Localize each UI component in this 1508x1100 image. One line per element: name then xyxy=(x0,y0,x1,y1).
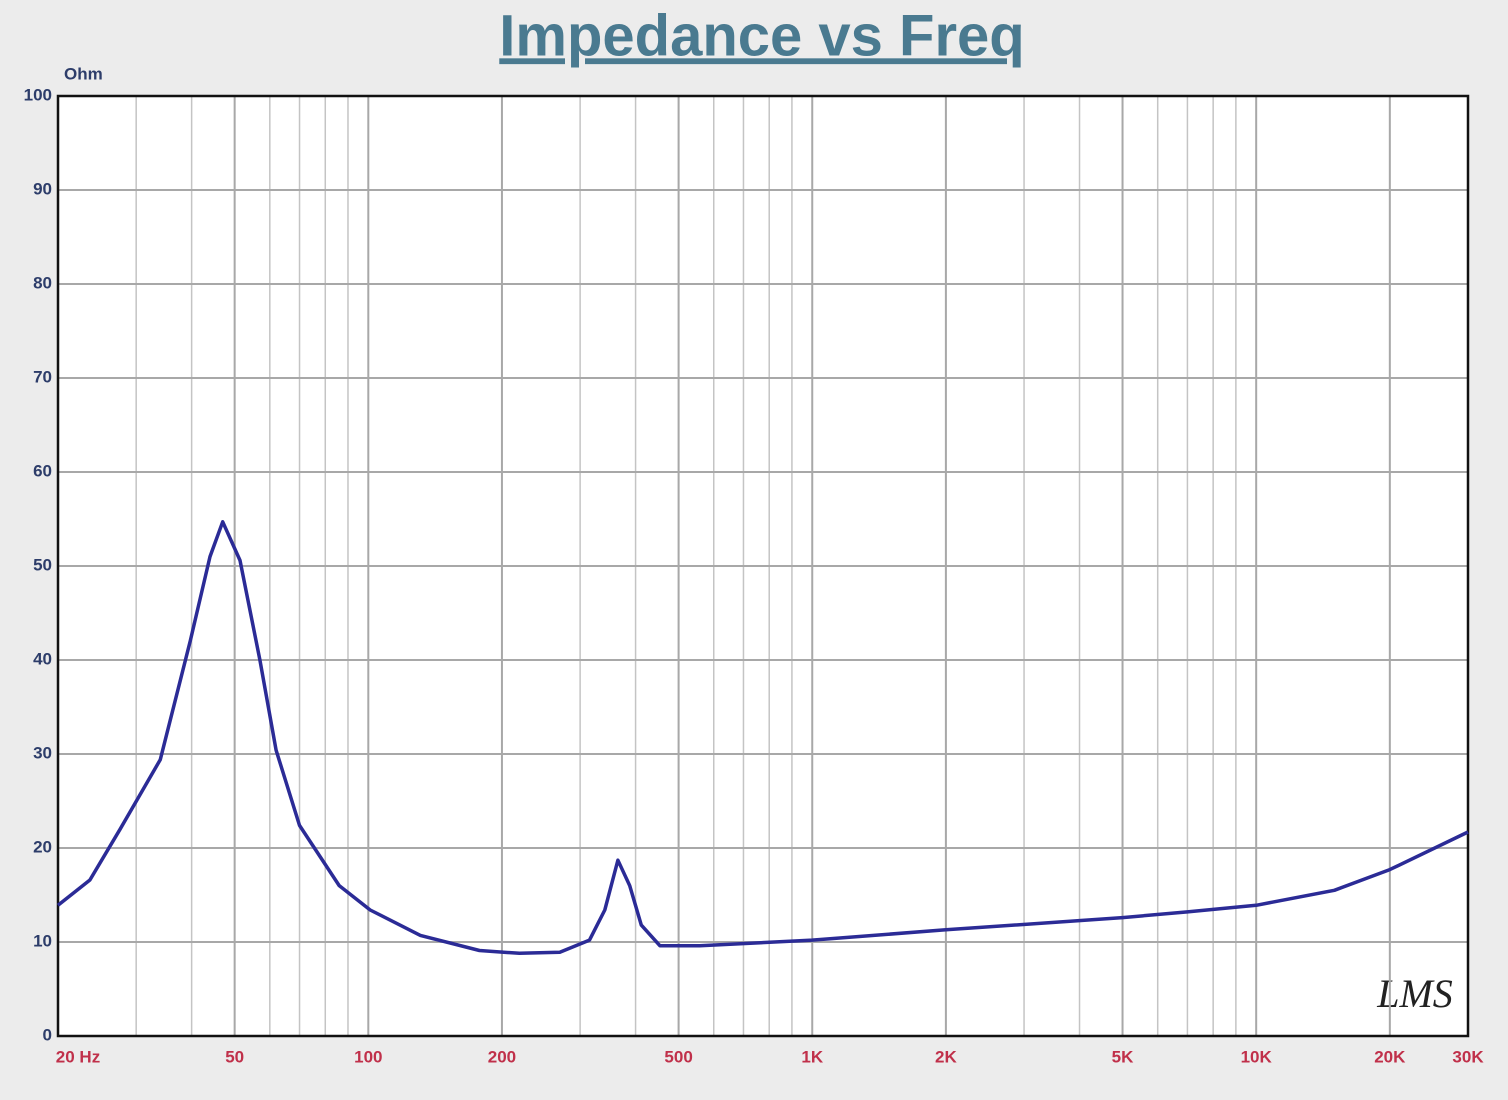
x-tick-label: 5K xyxy=(1112,1047,1134,1066)
y-tick-label: 90 xyxy=(33,179,52,198)
x-tick-label: 100 xyxy=(354,1047,382,1066)
y-tick-label: 70 xyxy=(33,367,52,386)
y-tick-label: 100 xyxy=(24,85,52,104)
y-tick-label: 30 xyxy=(33,743,52,762)
y-tick-label: 50 xyxy=(33,555,52,574)
y-tick-label: 10 xyxy=(33,931,52,950)
x-tick-label: 2K xyxy=(935,1047,957,1066)
x-tick-label: 20 Hz xyxy=(56,1047,100,1066)
chart-title: Impedance vs Freq xyxy=(499,3,1024,68)
y-tick-label: 60 xyxy=(33,461,52,480)
x-tick-label: 50 xyxy=(225,1047,244,1066)
y-tick-label: 80 xyxy=(33,273,52,292)
x-tick-label: 1K xyxy=(801,1047,823,1066)
x-tick-label: 200 xyxy=(488,1047,516,1066)
y-tick-label: 40 xyxy=(33,649,52,668)
x-tick-label: 500 xyxy=(664,1047,692,1066)
plot-border xyxy=(56,94,1470,1038)
y-tick-label: 20 xyxy=(33,837,52,856)
y-tick-label: 0 xyxy=(43,1025,52,1044)
x-tick-label: 20K xyxy=(1374,1047,1406,1066)
x-tick-label: 30K xyxy=(1452,1047,1484,1066)
x-tick-label: 10K xyxy=(1241,1047,1273,1066)
impedance-line xyxy=(56,520,1469,956)
y-axis-label: Ohm xyxy=(64,64,103,83)
watermark: LMS xyxy=(1376,971,1453,1016)
